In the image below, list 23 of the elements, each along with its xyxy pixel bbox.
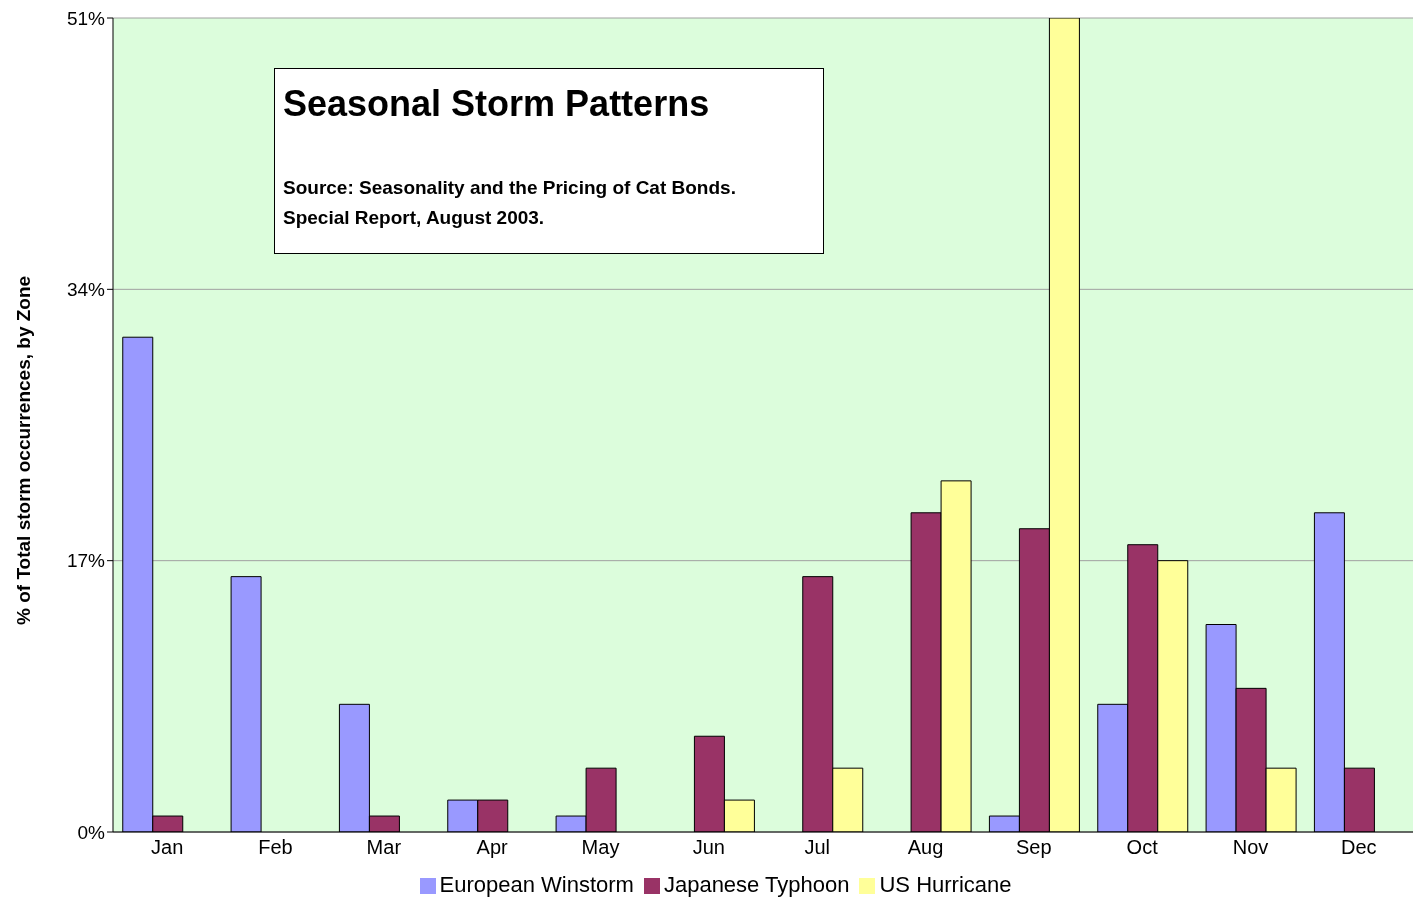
- x-tick-label: Mar: [366, 836, 402, 859]
- y-tick-label: 17%: [66, 550, 106, 572]
- x-tick-label: Jan: [151, 836, 184, 859]
- x-tick-label: Oct: [1126, 836, 1159, 859]
- y-tick-label: 34%: [66, 279, 106, 301]
- y-tick-label: 0%: [77, 821, 106, 843]
- x-tick-label: Dec: [1341, 836, 1377, 859]
- legend-label: European Winstorm: [439, 872, 634, 897]
- y-tick-label: 51%: [66, 7, 106, 29]
- x-tick-label: Jun: [692, 836, 725, 859]
- x-tick-label: Jul: [804, 836, 830, 859]
- legend-label: US Hurricane: [879, 872, 1012, 897]
- x-tick-label: Sep: [1016, 836, 1052, 859]
- annotation: Special Report, August 2003.: [283, 206, 546, 230]
- text: Seasonal Storm Patterns: [283, 83, 711, 125]
- legend-label: Japanese Typhoon: [663, 872, 850, 897]
- x-tick-label: May: [581, 836, 620, 859]
- y-axis-title: % of Total storm occurrences, by Zone: [12, 275, 34, 625]
- x-tick-label: Feb: [258, 836, 293, 859]
- x-tick-label: Aug: [907, 836, 944, 859]
- x-tick-label: Nov: [1232, 836, 1269, 859]
- x-tick-label: Apr: [476, 836, 509, 859]
- annotation: Source: Seasonality and the Pricing of Cat Bonds.: [283, 176, 737, 200]
